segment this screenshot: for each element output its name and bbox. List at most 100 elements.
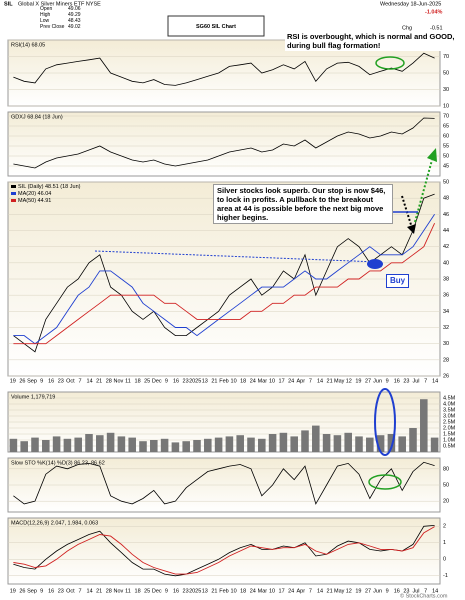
x-tick-label: 14 bbox=[432, 378, 438, 384]
y-tick-label: 0 bbox=[443, 557, 446, 563]
bar bbox=[420, 399, 428, 452]
x-tick-label: 10 bbox=[269, 378, 275, 384]
bar bbox=[258, 438, 266, 452]
x-tick-label: Mar bbox=[258, 588, 268, 594]
y-tick-label: 50 bbox=[443, 482, 449, 488]
x-tick-label: 19 bbox=[355, 588, 361, 594]
y-tick-label: 45 bbox=[443, 163, 449, 169]
x-tick-label: Jul bbox=[412, 588, 419, 594]
x-tick-label: Apr bbox=[297, 378, 306, 384]
up-arrow bbox=[414, 159, 433, 223]
change-pct: -1.04% bbox=[425, 9, 443, 15]
title-box bbox=[167, 15, 265, 37]
bar bbox=[52, 436, 61, 452]
x-tick-label: 25 bbox=[144, 378, 150, 384]
bar bbox=[20, 441, 28, 452]
y-tick-label: 55 bbox=[443, 143, 449, 149]
x-tick-label: 19 bbox=[10, 378, 16, 384]
legend-label: MA(20) 46.04 bbox=[18, 191, 51, 197]
date: Wednesday 18-Jun-2025 bbox=[380, 1, 441, 7]
y-tick-label: 28 bbox=[443, 357, 449, 363]
x-tick-label: 12 bbox=[346, 378, 352, 384]
y-tick-label: 3.5M bbox=[443, 407, 456, 413]
bar bbox=[409, 428, 417, 452]
y-tick-label: 50 bbox=[443, 153, 449, 159]
y-tick-label: 70 bbox=[443, 113, 449, 119]
x-tick-label: 18 bbox=[135, 378, 141, 384]
x-tick-label: 14 bbox=[317, 378, 323, 384]
rsi-note: RSI is overbought, which is normal and G… bbox=[285, 31, 459, 51]
x-tick-label: 17 bbox=[279, 588, 285, 594]
x-tick-label: Sep bbox=[27, 378, 37, 384]
bar bbox=[366, 437, 374, 452]
bar bbox=[214, 437, 223, 452]
y-tick-label: 48 bbox=[443, 196, 449, 202]
y-tick-label: 34 bbox=[443, 309, 449, 315]
x-tick-label: 21 bbox=[96, 588, 102, 594]
breakout-marker bbox=[367, 259, 383, 269]
x-tick-label: 21 bbox=[327, 588, 333, 594]
y-tick-label: 65 bbox=[443, 123, 449, 129]
bar bbox=[193, 440, 201, 452]
y-tick-label: 0.5M bbox=[443, 443, 456, 449]
panel-label: MACD(12,26,9) 2.047, 1.984, 0.063 bbox=[11, 520, 98, 526]
y-tick-label: 2.0M bbox=[443, 425, 456, 431]
y-tick-label: 32 bbox=[443, 325, 449, 331]
y-tick-label: 1 bbox=[443, 540, 446, 546]
quote-row: Low 48.43 bbox=[40, 18, 98, 24]
quote-table: Open 49.06 High 49.29 Low 48.43 Prev Close 49.0… bbox=[40, 6, 98, 30]
y-tick-label: 2 bbox=[443, 524, 446, 530]
bar bbox=[247, 437, 255, 452]
x-tick-label: 13 bbox=[202, 588, 208, 594]
x-tick-label: May bbox=[334, 588, 345, 594]
sto-highlight bbox=[368, 474, 402, 490]
bar bbox=[355, 436, 363, 452]
x-tick-label: 7 bbox=[309, 378, 312, 384]
y-tick-label: 38 bbox=[443, 276, 449, 282]
bar bbox=[312, 425, 320, 452]
y-tick-label: 60 bbox=[443, 133, 449, 139]
panel-label: Slow STO %K(14) %D(3) 86.23, 86.62 bbox=[11, 460, 105, 466]
panel-label: Volume 1,179,719 bbox=[11, 394, 55, 400]
symbol: SIL bbox=[4, 1, 13, 7]
x-tick-label: 11 bbox=[125, 588, 131, 594]
x-tick-label: 23 bbox=[58, 378, 64, 384]
series-line bbox=[13, 461, 435, 505]
quote-row: High 49.29 bbox=[40, 12, 98, 18]
bar bbox=[398, 436, 406, 452]
bar bbox=[74, 437, 82, 452]
x-tick-label: Sep bbox=[27, 588, 37, 594]
quote-value: 49.29 bbox=[68, 12, 81, 18]
bar bbox=[387, 434, 396, 452]
x-tick-label: 7 bbox=[309, 588, 312, 594]
x-tick-label: 14 bbox=[87, 378, 93, 384]
y-tick-label: 70 bbox=[443, 54, 449, 60]
bar bbox=[430, 437, 439, 452]
x-tick-label: 12 bbox=[346, 588, 352, 594]
bar bbox=[279, 432, 288, 452]
bar bbox=[182, 441, 190, 452]
x-tick-label: 9 bbox=[40, 588, 43, 594]
x-tick-label: 16 bbox=[173, 588, 179, 594]
x-tick-label: 7 bbox=[424, 588, 427, 594]
bar bbox=[171, 442, 180, 452]
y-tick-label: 50 bbox=[443, 179, 449, 185]
x-tick-label: May bbox=[334, 378, 345, 384]
x-tick-label: 21 bbox=[211, 378, 217, 384]
x-tick-label: 19 bbox=[10, 588, 16, 594]
x-tick-label: 9 bbox=[165, 588, 168, 594]
x-tick-label: 23 bbox=[403, 378, 409, 384]
x-tick-label: 26 bbox=[19, 378, 25, 384]
bar bbox=[236, 435, 244, 452]
legend-label: MA(50) 44.91 bbox=[18, 198, 51, 204]
bar bbox=[128, 437, 136, 452]
series-line bbox=[13, 52, 435, 86]
y-tick-label: -1 bbox=[443, 573, 448, 579]
buy-note: Buy bbox=[386, 274, 410, 288]
volume-highlight bbox=[374, 388, 396, 456]
x-tick-label: 9 bbox=[386, 588, 389, 594]
bar bbox=[106, 432, 115, 452]
legend-swatch bbox=[11, 185, 16, 188]
x-tick-label: 16 bbox=[173, 378, 179, 384]
x-tick-label: 16 bbox=[48, 588, 54, 594]
